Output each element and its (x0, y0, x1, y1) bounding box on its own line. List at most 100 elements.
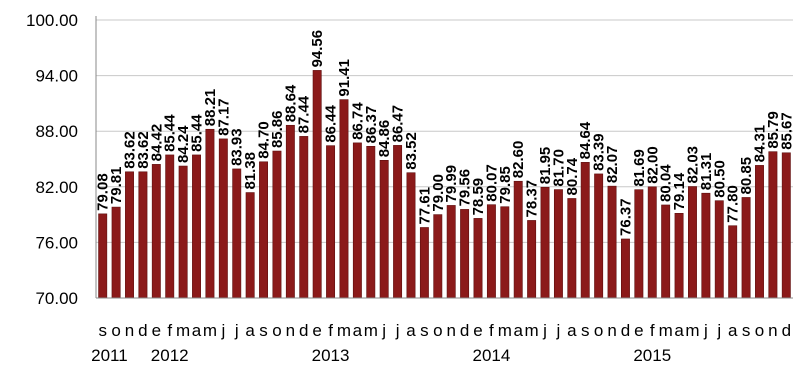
data-label: 81.69 (631, 149, 648, 187)
x-tick-label: m (498, 321, 512, 340)
bar (393, 145, 403, 299)
bar (433, 214, 443, 299)
data-label: 79.56 (457, 169, 474, 207)
data-label: 84.64 (577, 121, 594, 159)
bar (352, 142, 362, 299)
x-tick-label: n (125, 321, 134, 340)
x-tick-label: f (650, 321, 655, 340)
bar (299, 136, 309, 299)
year-label: 2011 (91, 346, 128, 365)
axes (95, 16, 793, 299)
bar (701, 192, 711, 299)
data-labels: 79.0879.8183.6283.6284.4285.4484.2485.44… (95, 30, 793, 236)
data-label: 83.39 (591, 133, 608, 171)
data-label: 86.37 (363, 106, 380, 144)
y-tick-label: 94.00 (35, 67, 78, 86)
bar (661, 204, 671, 299)
x-tick-label: s (98, 321, 107, 340)
bar (232, 168, 242, 299)
x-tick-label: n (607, 321, 616, 340)
data-label: 79.99 (443, 165, 460, 203)
bar (151, 164, 161, 299)
x-tick-label: n (286, 321, 295, 340)
data-label: 88.64 (282, 84, 299, 122)
x-tick-label: s (420, 321, 429, 340)
x-tick-label: d (782, 321, 791, 340)
data-label: 85.44 (189, 114, 206, 152)
data-label: 81.38 (242, 152, 259, 190)
bar (500, 206, 510, 299)
x-tick-label: o (755, 321, 764, 340)
bar (607, 185, 617, 299)
x-tick-label: a (245, 321, 255, 340)
x-tick-label: o (433, 321, 442, 340)
bar (138, 171, 148, 299)
data-label: 78.37 (524, 180, 541, 218)
x-tick-label: m (176, 321, 190, 340)
bar (567, 198, 577, 299)
year-label: 2014 (472, 346, 510, 365)
bar (473, 218, 483, 299)
data-label: 82.00 (644, 146, 661, 184)
x-tick-label: d (621, 321, 630, 340)
data-label: 79.14 (671, 172, 688, 210)
bar (580, 162, 590, 299)
bar (513, 180, 523, 299)
data-label: 83.62 (135, 131, 152, 169)
x-tick-label: f (328, 321, 333, 340)
bar (98, 213, 108, 299)
x-tick-label: f (167, 321, 172, 340)
bar (339, 99, 349, 299)
bar (259, 161, 269, 299)
x-tick-label: j (234, 321, 239, 340)
x-tick-label: m (337, 321, 351, 340)
x-tick-label: j (220, 321, 225, 340)
bar (125, 171, 134, 299)
data-label: 84.31 (751, 125, 768, 163)
bar (674, 213, 684, 299)
year-label: 2012 (151, 346, 189, 365)
x-tick-label: a (353, 321, 363, 340)
bar (406, 172, 416, 299)
data-label: 86.44 (323, 104, 340, 142)
bar (111, 206, 121, 299)
bar (379, 159, 389, 299)
data-label: 80.74 (564, 157, 581, 195)
x-tick-label: j (395, 321, 400, 340)
bar (486, 204, 496, 299)
x-tick-label: d (299, 321, 308, 340)
bar (714, 200, 724, 299)
bar (755, 165, 764, 299)
data-label: 80.04 (658, 164, 675, 202)
bar (768, 151, 778, 299)
x-tick-label: s (742, 321, 751, 340)
year-label: 2013 (312, 346, 350, 365)
bar (781, 152, 791, 299)
x-tick-label: m (685, 321, 699, 340)
data-label: 81.31 (698, 153, 715, 191)
data-label: 84.24 (175, 125, 192, 163)
data-label: 80.50 (711, 160, 728, 198)
x-tick-label: s (581, 321, 590, 340)
data-label: 79.85 (497, 166, 514, 204)
x-tick-label: o (111, 321, 120, 340)
data-label: 77.61 (416, 187, 433, 225)
bar (419, 227, 429, 299)
x-tick-label: m (203, 321, 217, 340)
bar (527, 220, 537, 299)
bar (540, 186, 550, 299)
data-label: 80.85 (738, 157, 755, 195)
data-label: 79.00 (430, 174, 447, 212)
x-tick-label: j (556, 321, 561, 340)
bar (594, 173, 604, 299)
data-label: 86.47 (390, 105, 407, 143)
data-label: 84.70 (256, 121, 273, 159)
x-tick-label: m (659, 321, 673, 340)
bar (634, 189, 644, 299)
data-label: 86.74 (349, 102, 366, 140)
x-tick-label: j (542, 321, 547, 340)
x-tick-label: d (138, 321, 147, 340)
x-tick-label: a (674, 321, 684, 340)
year-label: 2015 (633, 346, 671, 365)
